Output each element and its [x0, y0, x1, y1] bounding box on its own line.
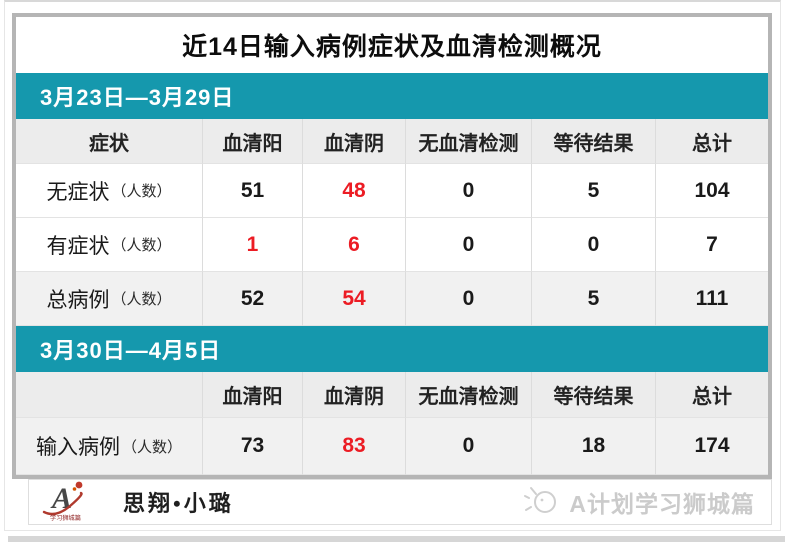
table2-header-row: 血清阳 血清阴 无血清检测 等待结果 总计 — [16, 372, 768, 418]
brand-name: 思翔•小璐 — [123, 491, 234, 516]
period-band-week1: 3月23日—3月29日 — [16, 73, 768, 119]
value-cell: 52 — [203, 272, 303, 326]
value-cell: 174 — [656, 418, 768, 475]
value-cell-red: 6 — [303, 218, 406, 272]
table-row-symptomatic: 有症状 （人数） 1 6 0 0 7 — [16, 218, 768, 272]
col-header-sero-positive: 血清阳 — [203, 372, 303, 418]
value-cell: 0 — [406, 218, 532, 272]
value-cell-red: 83 — [303, 418, 406, 475]
col-header-sero-negative: 血清阴 — [303, 119, 406, 164]
col-header-empty — [16, 372, 203, 418]
value-cell: 5 — [532, 164, 656, 218]
brand-right-watermark: A计划学习狮城篇 — [523, 485, 755, 520]
row-label: 输入病例 — [35, 436, 120, 459]
period-label: 3月30日—4月5日 — [40, 338, 222, 363]
col-header-total: 总计 — [656, 119, 768, 164]
value-cell: 0 — [406, 418, 532, 475]
watermark-text: A计划学习狮城篇 — [569, 491, 755, 517]
doodle-face-icon — [523, 485, 561, 520]
period-band-week2: 3月30日—4月5日 — [16, 326, 768, 372]
value-cell: 73 — [203, 418, 303, 475]
title-bar: 近14日输入病例症状及血清检测概况 — [16, 17, 768, 73]
row-label-note: （人数） — [111, 292, 172, 308]
col-header-total: 总计 — [656, 372, 768, 418]
row-label-note: （人数） — [111, 238, 172, 254]
value-cell: 51 — [203, 164, 303, 218]
period-label: 3月23日—3月29日 — [40, 85, 235, 110]
table1-header-row: 症状 血清阳 血清阴 无血清检测 等待结果 总计 — [16, 119, 768, 164]
brand-left: A 学习狮城篇 思翔•小璐 — [41, 479, 234, 526]
value-cell: 0 — [406, 164, 532, 218]
footer-brand-bar: A 学习狮城篇 思翔•小璐 A计划学习狮城篇 — [28, 479, 772, 525]
value-cell: 7 — [656, 218, 768, 272]
row-label: 有症状 — [46, 234, 110, 258]
table-row-imported-cases: 输入病例 （人数） 73 83 0 18 174 — [16, 418, 768, 475]
value-cell: 104 — [656, 164, 768, 218]
logo-caption-text: 学习狮城篇 — [50, 514, 81, 521]
row-label-note: （人数） — [111, 184, 172, 200]
value-cell: 0 — [532, 218, 656, 272]
value-cell: 0 — [406, 272, 532, 326]
col-header-pending: 等待结果 — [532, 119, 656, 164]
row-label: 无症状 — [46, 180, 110, 204]
value-cell-red: 48 — [303, 164, 406, 218]
col-header-symptom: 症状 — [16, 119, 203, 164]
value-cell: 18 — [532, 418, 656, 475]
col-header-no-sero-test: 无血清检测 — [406, 119, 532, 164]
value-cell: 5 — [532, 272, 656, 326]
value-cell: 111 — [656, 272, 768, 326]
table-row-total-cases: 总病例 （人数） 52 54 0 5 111 — [16, 272, 768, 326]
value-cell-red: 54 — [303, 272, 406, 326]
bottom-divider-strip — [8, 536, 785, 542]
svg-text:A: A — [50, 482, 72, 515]
col-header-pending: 等待结果 — [532, 372, 656, 418]
col-header-no-sero-test: 无血清检测 — [406, 372, 532, 418]
table-row-asymptomatic: 无症状 （人数） 51 48 0 5 104 — [16, 164, 768, 218]
stats-table-card: 近14日输入病例症状及血清检测概况 3月23日—3月29日 症状 血清阳 血清阴… — [12, 13, 772, 479]
a-plan-logo-icon: A 学习狮城篇 — [41, 479, 93, 526]
row-label: 总病例 — [46, 288, 110, 312]
col-header-sero-positive: 血清阳 — [203, 119, 303, 164]
value-cell-red: 1 — [203, 218, 303, 272]
page-title: 近14日输入病例症状及血清检测概况 — [182, 33, 602, 61]
col-header-sero-negative: 血清阴 — [303, 372, 406, 418]
row-label-note: （人数） — [121, 439, 182, 456]
